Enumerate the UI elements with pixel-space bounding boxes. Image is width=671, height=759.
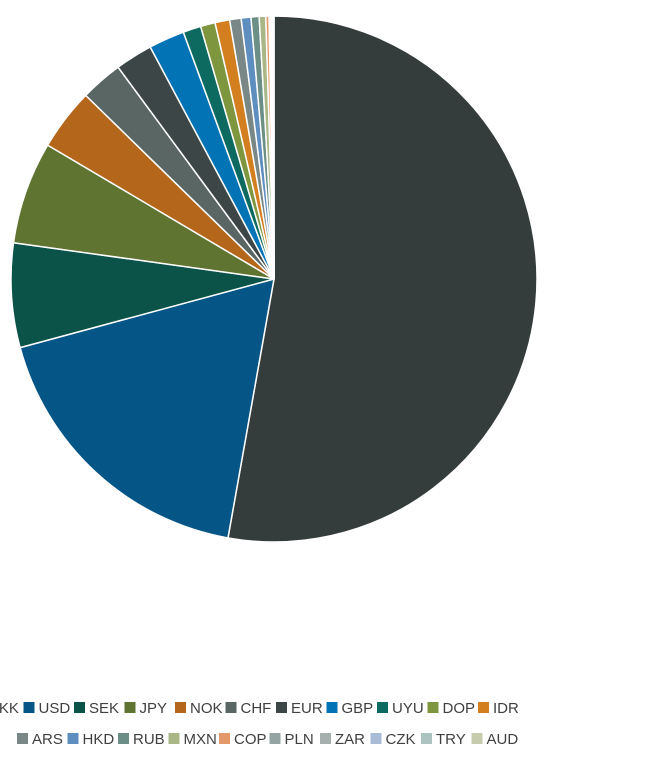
legend-label-dop: DOP — [443, 700, 476, 717]
legend-swatch-usd — [23, 702, 35, 713]
legend-label-try: TRY — [436, 731, 466, 748]
legend-label-czk: CZK — [386, 731, 416, 748]
legend-swatch-ars — [17, 733, 28, 744]
legend-swatch-jpy — [124, 702, 136, 713]
legend-swatch-uyu — [377, 702, 388, 713]
legend-label-gbp: GBP — [342, 700, 374, 717]
legend-label-sek: SEK — [89, 700, 119, 717]
legend-label-usd: USD — [39, 700, 71, 717]
legend-swatch-dop — [427, 702, 439, 713]
legend-label-rub: RUB — [133, 731, 165, 748]
legend-swatch-sek — [74, 702, 85, 713]
pie — [10, 15, 538, 543]
legend: DKK USD SEK JPY NOK CHF EUR GBP UYU DOP IDR ARS HKD R… — [0, 700, 519, 748]
legend-swatch-gbp — [326, 702, 338, 713]
pie-slice-usd — [19, 278, 275, 539]
legend-label-pln: PLN — [285, 731, 314, 748]
legend-swatch-cop — [219, 733, 230, 744]
legend-swatch-hkd — [67, 733, 79, 744]
legend-swatch-try — [421, 733, 432, 744]
legend-swatch-idr — [478, 702, 489, 713]
legend-swatch-eur — [276, 702, 287, 713]
legend-label-aud: AUD — [487, 731, 519, 748]
legend-label-cop: COP — [234, 731, 267, 748]
legend-swatch-chf — [225, 702, 237, 713]
legend-label-chf: CHF — [241, 700, 272, 717]
legend-swatch-czk — [370, 733, 382, 744]
legend-swatch-pln — [269, 733, 281, 744]
legend-label-nok: NOK — [190, 700, 223, 717]
legend-label-idr: IDR — [493, 700, 519, 717]
legend-swatch-mxn — [168, 733, 180, 744]
legend-swatch-aud — [471, 733, 483, 744]
legend-label-uyu: UYU — [392, 700, 424, 717]
legend-label-mxn: MXN — [184, 731, 217, 748]
legend-swatch-zar — [320, 733, 331, 744]
legend-label-eur: EUR — [291, 700, 323, 717]
legend-label-jpy: JPY — [140, 700, 168, 717]
legend-label-dkk: DKK — [0, 700, 19, 717]
legend-swatch-rub — [118, 733, 129, 744]
legend-label-hkd: HKD — [83, 731, 115, 748]
legend-swatch-nok — [175, 702, 186, 713]
legend-label-ars: ARS — [32, 731, 63, 748]
legend-label-zar: ZAR — [335, 731, 365, 748]
pie-slice-dkk — [227, 15, 538, 543]
